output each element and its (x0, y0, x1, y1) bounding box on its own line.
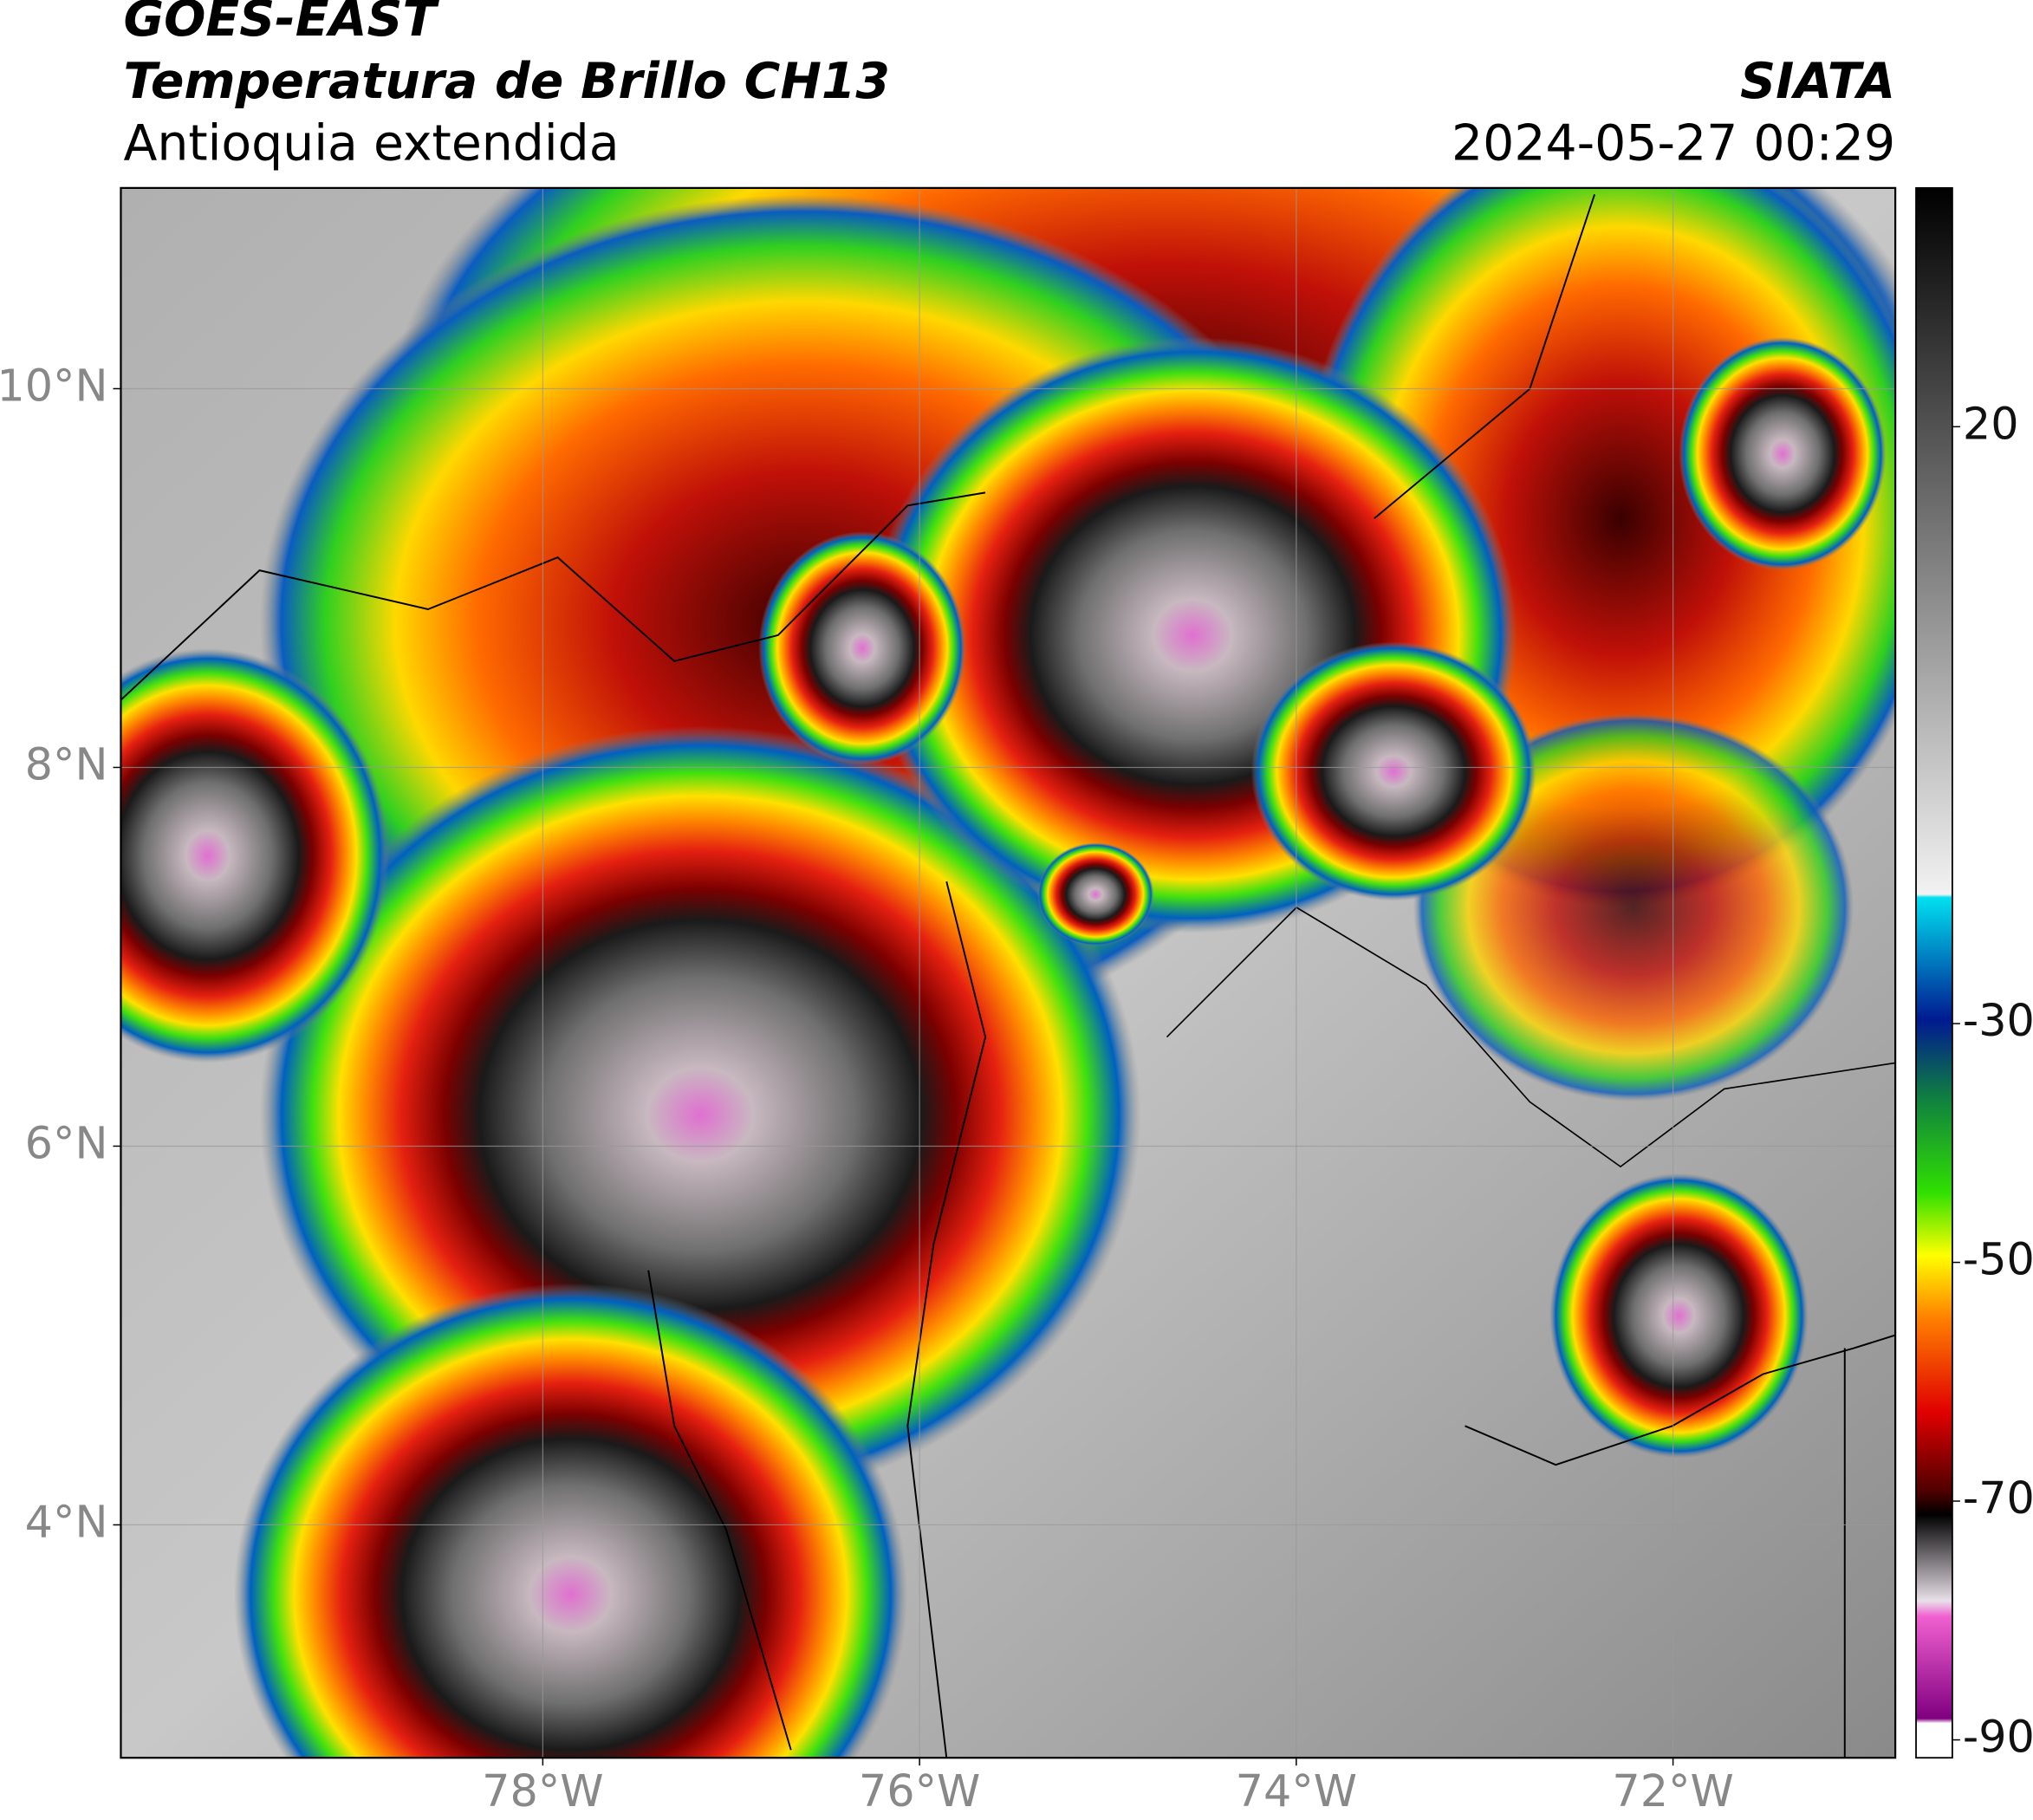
lon-tick-label: 76°W (859, 1765, 980, 1817)
region: Antioquia extendida (123, 115, 619, 172)
lon-tick-label: 72°W (1612, 1765, 1733, 1817)
lon-tick-label: 78°W (482, 1765, 603, 1817)
colorbar-tick-label: -70 (1963, 1472, 2033, 1524)
colorbar-tick-label: -30 (1963, 995, 2033, 1046)
satellite-image (120, 187, 1896, 1758)
lon-tick-label: 74°W (1236, 1765, 1357, 1817)
lat-tick-label: 8°N (25, 738, 108, 790)
subtitle: Temperatura de Brillo CH13 (123, 53, 890, 110)
colorbar-tick-label: -50 (1963, 1234, 2033, 1285)
lat-tick-label: 10°N (0, 360, 107, 411)
source: SIATA (1740, 53, 1895, 110)
lat-tick-label: 4°N (25, 1496, 108, 1547)
map-frame (120, 186, 1897, 1759)
colorbar-tick-label: -90 (1963, 1712, 2033, 1763)
datetime: 2024-05-27 00:29 (1452, 115, 1895, 172)
colorbar-tick-label: 20 (1963, 398, 2019, 449)
colorbar (1915, 186, 1953, 1759)
lat-tick-label: 6°N (25, 1117, 108, 1168)
title: GOES-EAST (123, 0, 439, 48)
